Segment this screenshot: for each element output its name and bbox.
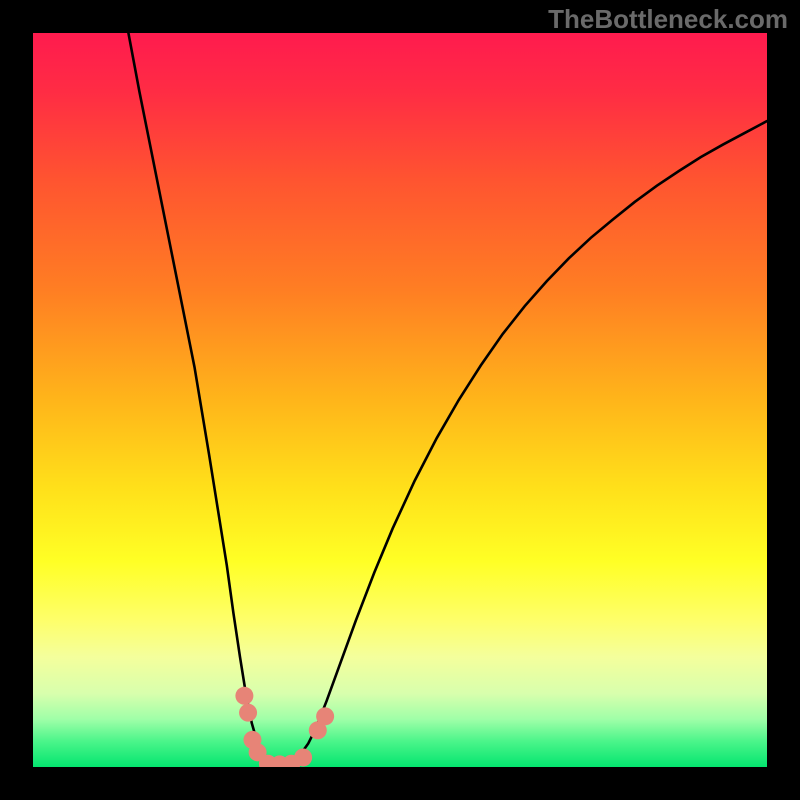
watermark-text: TheBottleneck.com <box>548 4 788 35</box>
data-marker <box>294 748 312 766</box>
chart-canvas <box>0 0 800 800</box>
data-marker <box>316 707 334 725</box>
data-marker <box>235 687 253 705</box>
data-marker <box>239 704 257 722</box>
gradient-background <box>33 33 767 767</box>
